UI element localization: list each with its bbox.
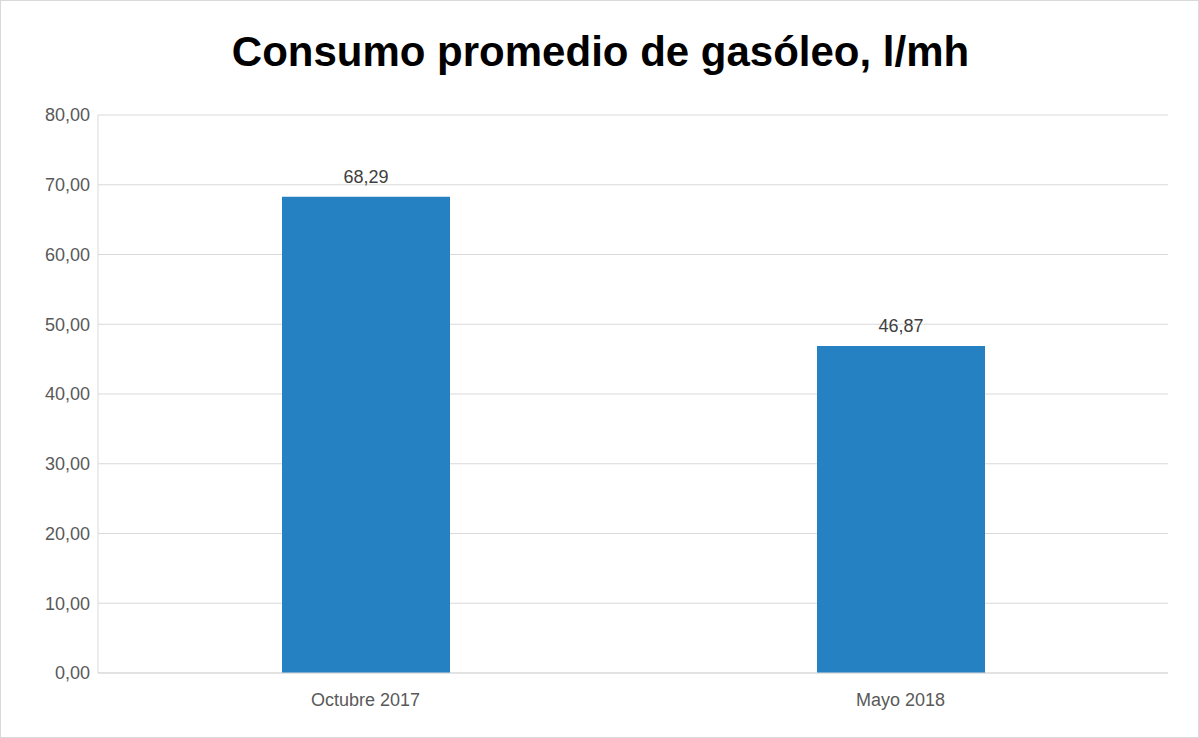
svg-text:70,00: 70,00 [45,175,90,195]
svg-text:0,00: 0,00 [55,663,90,683]
svg-text:20,00: 20,00 [45,524,90,544]
svg-text:Mayo 2018: Mayo 2018 [856,690,945,710]
svg-text:46,87: 46,87 [878,316,923,336]
svg-text:10,00: 10,00 [45,594,90,614]
svg-text:40,00: 40,00 [45,384,90,404]
svg-text:30,00: 30,00 [45,454,90,474]
svg-text:Octubre 2017: Octubre 2017 [311,690,420,710]
svg-text:68,29: 68,29 [343,167,388,187]
html-text:Consumo promedio de gasóleo, l: Consumo promedio de gasóleo, l/mh [231,28,970,75]
svg-text:50,00: 50,00 [45,315,90,335]
svg-text:80,00: 80,00 [45,105,90,125]
svg-text:60,00: 60,00 [45,245,90,265]
